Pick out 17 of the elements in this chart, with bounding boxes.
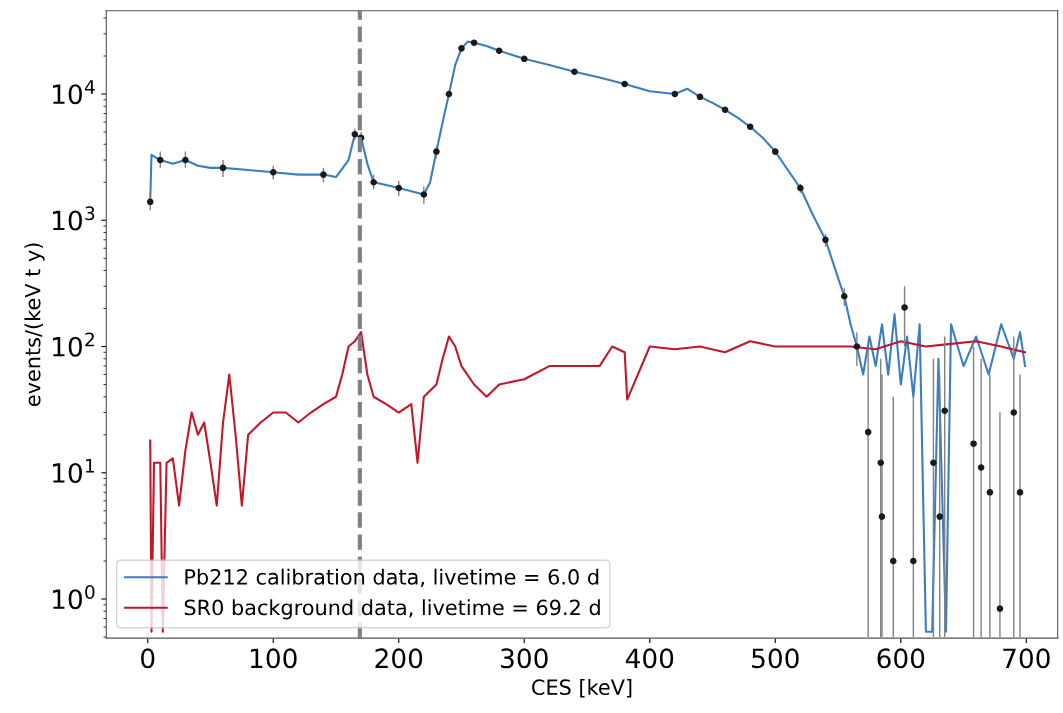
x-tick-label: 0 — [141, 648, 155, 669]
y-tick-label: 10$^{1}$ — [53, 459, 95, 483]
x-tick-label: 100 — [250, 648, 297, 669]
legend-label: SR0 background data, livetime = 69.2 d — [184, 599, 600, 620]
x-tick-label: 200 — [375, 648, 423, 669]
y-tick-label: 10$^{3}$ — [53, 206, 95, 231]
legend-label: Pb212 calibration data, livetime = 6.0 d — [185, 568, 599, 587]
x-tick-label: 600 — [877, 648, 925, 669]
y-tick-label: 10$^{4}$ — [53, 80, 95, 105]
x-tick-label: 500 — [752, 648, 799, 669]
y-tick-label: 10$^{2}$ — [53, 332, 94, 357]
y-tick-label: 10$^{0}$ — [53, 585, 95, 610]
x-tick-label: 700 — [1003, 648, 1050, 669]
x-axis-title: CES [keV] — [532, 678, 632, 698]
x-tick-label: 400 — [625, 648, 674, 669]
x-tick-label: 300 — [501, 648, 548, 669]
y-axis-title: events/(keV t y) — [24, 243, 45, 407]
